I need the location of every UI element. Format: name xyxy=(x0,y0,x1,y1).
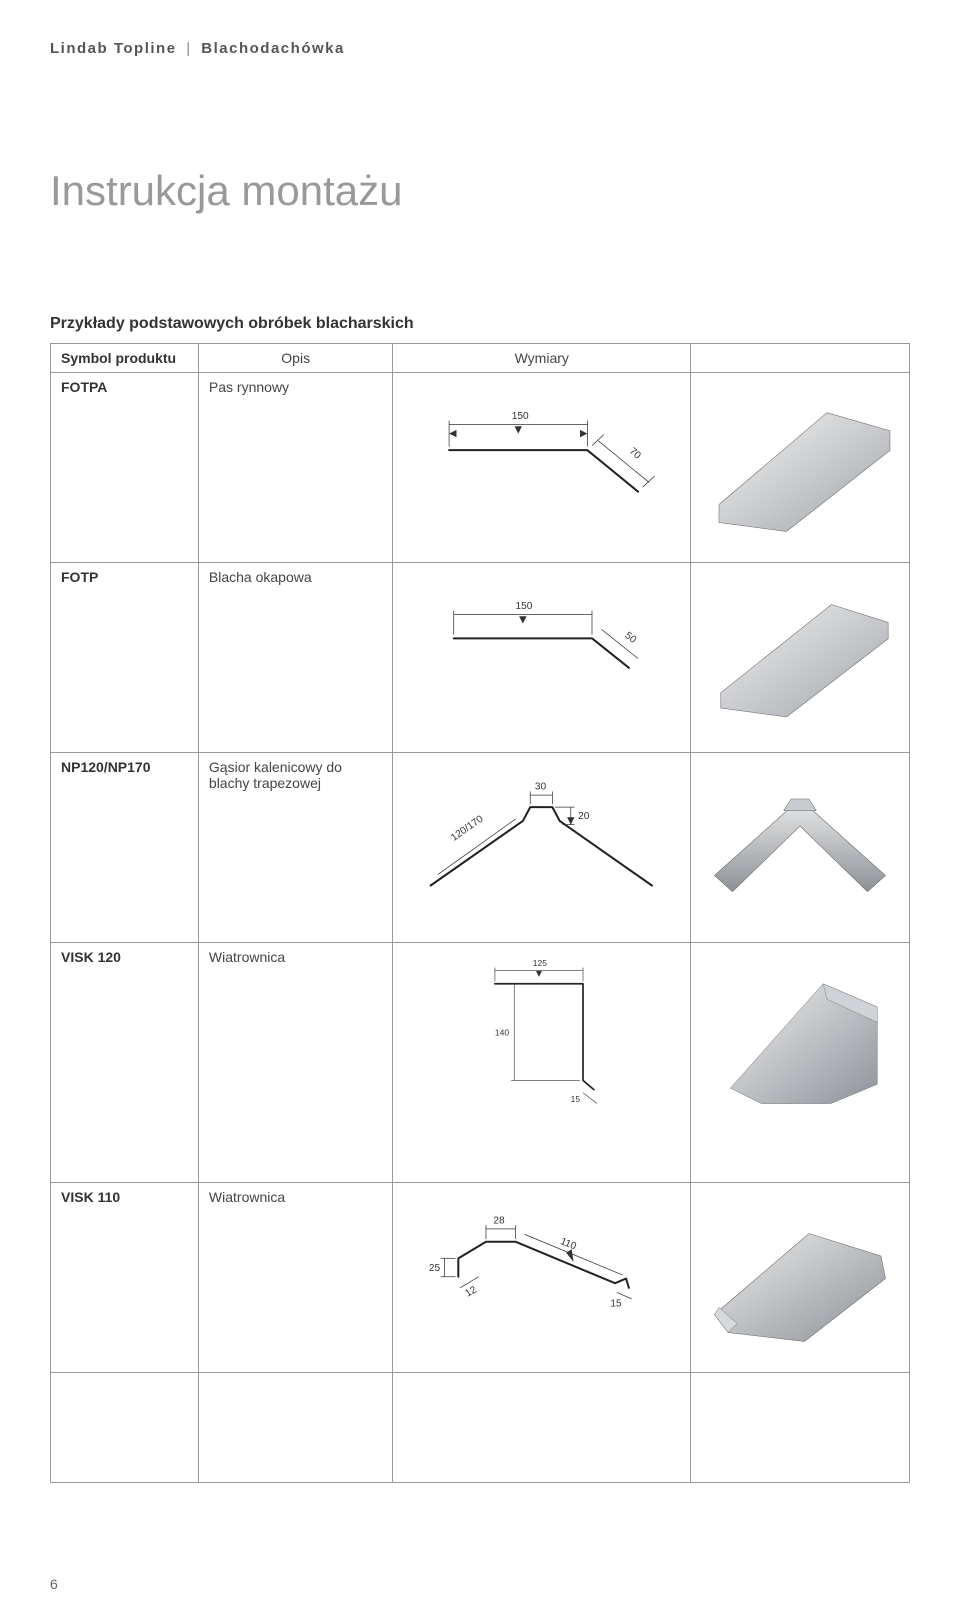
cell-thumb xyxy=(691,1183,910,1373)
brand-left: Lindab Topline xyxy=(50,40,177,57)
dim-b: 30 xyxy=(535,782,547,793)
page-subtitle: Przykłady podstawowych obróbek blacharsk… xyxy=(50,315,910,333)
col-desc: Opis xyxy=(198,344,393,373)
cell-thumb xyxy=(691,563,910,753)
cell-empty xyxy=(51,1373,199,1483)
cell-empty xyxy=(691,1373,910,1483)
cell-symbol: FOTPA xyxy=(51,373,199,563)
thumb-fotpa xyxy=(701,379,899,549)
brand-separator: | xyxy=(182,40,195,57)
dim-c: 25 xyxy=(429,1263,441,1274)
cell-symbol: FOTP xyxy=(51,563,199,753)
diagram-fotpa: 150 70 xyxy=(403,379,680,549)
cell-diagram: 150 50 xyxy=(393,563,691,753)
thumb-np xyxy=(701,759,899,929)
header-brand: Lindab Topline | Blachodachówka xyxy=(50,40,910,57)
cell-thumb xyxy=(691,753,910,943)
cell-diagram: 125 140 15 xyxy=(393,943,691,1183)
table-row: VISK 120 Wiatrownica 125 140 xyxy=(51,943,910,1183)
cell-diagram: 150 70 xyxy=(393,373,691,563)
table-row: NP120/NP170 Gąsior kalenicowy do blachy … xyxy=(51,753,910,943)
cell-desc: Wiatrownica xyxy=(198,1183,393,1373)
diagram-visk120: 125 140 15 xyxy=(403,949,680,1119)
dim-a: 150 xyxy=(516,601,533,612)
cell-empty xyxy=(198,1373,393,1483)
cell-desc: Pas rynnowy xyxy=(198,373,393,563)
dim-d: 12 xyxy=(464,1284,480,1299)
cell-diagram: 120/170 30 20 xyxy=(393,753,691,943)
brand-right: Blachodachówka xyxy=(201,40,345,57)
cell-diagram: 25 28 110 12 15 xyxy=(393,1183,691,1373)
dim-a: 28 xyxy=(494,1215,506,1226)
table-row-empty xyxy=(51,1373,910,1483)
products-table: Symbol produktu Opis Wymiary FOTPA Pas r… xyxy=(50,343,910,1483)
col-img xyxy=(691,344,910,373)
cell-symbol: NP120/NP170 xyxy=(51,753,199,943)
dim-c: 20 xyxy=(579,811,591,822)
thumb-visk110 xyxy=(701,1189,899,1359)
diagram-np: 120/170 30 20 xyxy=(403,759,680,929)
dim-e: 15 xyxy=(611,1298,623,1309)
page-title: Instrukcja montażu xyxy=(50,167,910,215)
dim-c: 15 xyxy=(571,1094,581,1104)
dim-b: 140 xyxy=(495,1028,509,1038)
diagram-fotp: 150 50 xyxy=(403,569,680,739)
cell-symbol: VISK 110 xyxy=(51,1183,199,1373)
cell-desc: Gąsior kalenicowy do blachy trapezowej xyxy=(198,753,393,943)
dim-b: 110 xyxy=(559,1236,578,1252)
table-row: VISK 110 Wiatrownica 25 28 xyxy=(51,1183,910,1373)
cell-thumb xyxy=(691,373,910,563)
dim-a: 150 xyxy=(512,411,529,422)
cell-symbol: VISK 120 xyxy=(51,943,199,1183)
dim-a: 125 xyxy=(533,958,547,968)
col-dim: Wymiary xyxy=(393,344,691,373)
page-number: 6 xyxy=(50,1576,58,1592)
table-row: FOTPA Pas rynnowy 150 xyxy=(51,373,910,563)
cell-thumb xyxy=(691,943,910,1183)
cell-desc: Wiatrownica xyxy=(198,943,393,1183)
col-symbol: Symbol produktu xyxy=(51,344,199,373)
table-header-row: Symbol produktu Opis Wymiary xyxy=(51,344,910,373)
diagram-visk110: 25 28 110 12 15 xyxy=(403,1189,680,1359)
cell-empty xyxy=(393,1373,691,1483)
dim-a: 120/170 xyxy=(450,813,487,843)
dim-b: 50 xyxy=(623,630,639,646)
table-row: FOTP Blacha okapowa 150 50 xyxy=(51,563,910,753)
cell-desc: Blacha okapowa xyxy=(198,563,393,753)
thumb-visk120 xyxy=(701,949,899,1119)
dim-b: 70 xyxy=(627,446,643,462)
thumb-fotp xyxy=(701,569,899,739)
